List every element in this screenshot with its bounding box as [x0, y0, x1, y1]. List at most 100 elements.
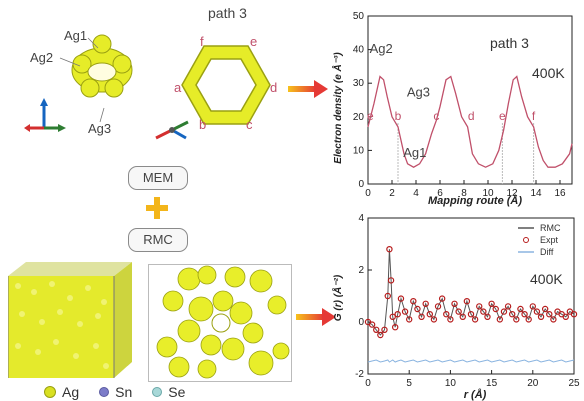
chart1-ytick-label: 0: [358, 179, 364, 190]
chart2-expt-point: [387, 277, 395, 284]
chart2-legend: RMC Expt Diff: [518, 223, 561, 257]
chart2-expt-point: [405, 316, 413, 323]
chart1-xtick-label: 12: [506, 188, 518, 199]
chart1-annotation: Ag3: [407, 85, 430, 100]
chart1-xtick-label: 6: [437, 188, 443, 199]
chart2-expt-point: [381, 326, 388, 334]
ag-cluster-panel: [60, 30, 140, 110]
chart1-annotation: e: [367, 109, 374, 123]
chart2-expt-point: [373, 326, 380, 334]
ring-label-e: e: [250, 34, 258, 49]
plus-icon: [146, 197, 168, 219]
chart2-expt-point: [513, 316, 520, 323]
chart1-annotation: b: [395, 109, 402, 123]
chart1-title: path 3: [490, 35, 529, 51]
chart2-frame: [367, 217, 575, 375]
ring-label-c: c: [246, 117, 253, 132]
chart1-xtick-label: 2: [389, 188, 395, 199]
chart1-ytick-label: 50: [353, 11, 365, 22]
chart2-expt-point: [414, 305, 421, 313]
rmc-supercell: [7, 262, 132, 378]
chart2-expt-point: [476, 303, 483, 310]
chart2-xtick-label: 10: [445, 378, 457, 389]
chart1-annotation: f: [532, 109, 536, 123]
chart1-annotation: d: [468, 109, 475, 123]
chart2-ylabel: G (r) (Å⁻²): [331, 274, 344, 321]
chart2-expt-point: [504, 303, 512, 310]
chart2-expt-point: [389, 313, 396, 321]
chart2-xtick-label: 25: [568, 378, 580, 389]
chart1-xtick-label: 4: [413, 188, 419, 199]
chart2-expt-point: [570, 310, 578, 318]
legend-ag-label: Ag: [62, 384, 80, 400]
chart2-expt-point: [438, 295, 446, 302]
arrow-right-top: [288, 80, 328, 98]
legend-se-swatch: [152, 387, 163, 397]
chart2-expt-point: [517, 305, 524, 313]
chart1-xtick-label: 8: [461, 188, 467, 199]
chart2-expt-point: [471, 316, 479, 323]
chart2-rmc-line: [367, 249, 575, 336]
chart2-expt-point: [550, 316, 557, 323]
rmc-zoom-image: [156, 265, 290, 379]
chart2-ytick-label: 0: [358, 317, 364, 328]
mem-label: MEM: [128, 166, 188, 190]
chart2-expt-point: [410, 297, 417, 305]
chart2-expt-point: [418, 313, 425, 321]
chart2-expt-point: [541, 305, 549, 313]
legend-sn-swatch: [99, 387, 110, 397]
chart2-expt-point: [525, 316, 532, 323]
chart1-ytick-label: 30: [353, 78, 365, 89]
chart2-expt-point: [434, 303, 442, 310]
chart2-expt-point: [537, 313, 545, 321]
chart2-expt-point: [391, 323, 399, 331]
chart2-expt-point: [451, 300, 458, 308]
label-ag1: Ag1: [64, 28, 88, 43]
chart1-annotation: c: [433, 109, 439, 123]
chart2-expt-point: [488, 300, 495, 308]
chart2-expt-point: [480, 308, 487, 315]
ring-image: [181, 45, 271, 125]
ring-label-a: a: [174, 80, 182, 95]
chart2-expt-point: [384, 292, 391, 300]
chart2-xtick-label: 5: [406, 378, 412, 389]
chart1-xtick-label: 0: [365, 188, 371, 199]
chart1-ytick-label: 10: [353, 145, 365, 156]
chart1-annotation: Ag2: [370, 41, 393, 56]
chart2-expt-point: [562, 313, 569, 321]
rmc-zoom-panel: [148, 264, 292, 382]
chart2-expt-point: [455, 308, 462, 315]
chart1-frame: [367, 15, 573, 185]
chart2-expt-point: [422, 300, 429, 308]
chart2-expt-point: [430, 316, 438, 323]
chart2-expt-point: [401, 308, 409, 315]
chart2-expt-point: [529, 303, 536, 310]
chart1-ylabel: Electron density (e Å⁻³): [331, 52, 344, 164]
chart1-ytick-label: 20: [353, 112, 365, 123]
chart2-expt-point: [467, 310, 475, 318]
chart1-annotation: e: [499, 109, 506, 123]
element-legend: Ag Sn Se: [44, 384, 185, 400]
chart1-density-line: [367, 75, 573, 168]
chart2-expt-point: [426, 310, 434, 318]
chart2-ytick-label: 2: [358, 265, 364, 276]
chart2-expt-point: [368, 321, 376, 328]
legend-sn-label: Sn: [115, 384, 133, 400]
chart1-xtick-label: 14: [530, 188, 542, 199]
axis-triad-middle: [155, 120, 189, 140]
legend-se-label: Se: [168, 384, 186, 400]
chart2-expt-point: [500, 308, 508, 315]
chart2-legend-label: Diff: [540, 247, 554, 257]
arrow-right-bottom: [296, 308, 336, 326]
chart2-xtick-label: 0: [365, 378, 371, 389]
axis-triad-left: [24, 98, 66, 132]
chart2-xtick-label: 15: [486, 378, 498, 389]
chart2-expt-point: [394, 310, 401, 318]
chart2-expt-point: [447, 316, 454, 323]
chart2-ytick-label: -2: [355, 369, 364, 380]
chart1-xtick-label: 16: [554, 188, 566, 199]
chart1-xlabel: Mapping route (Å): [428, 194, 522, 207]
legend-ag-swatch: [44, 386, 56, 398]
